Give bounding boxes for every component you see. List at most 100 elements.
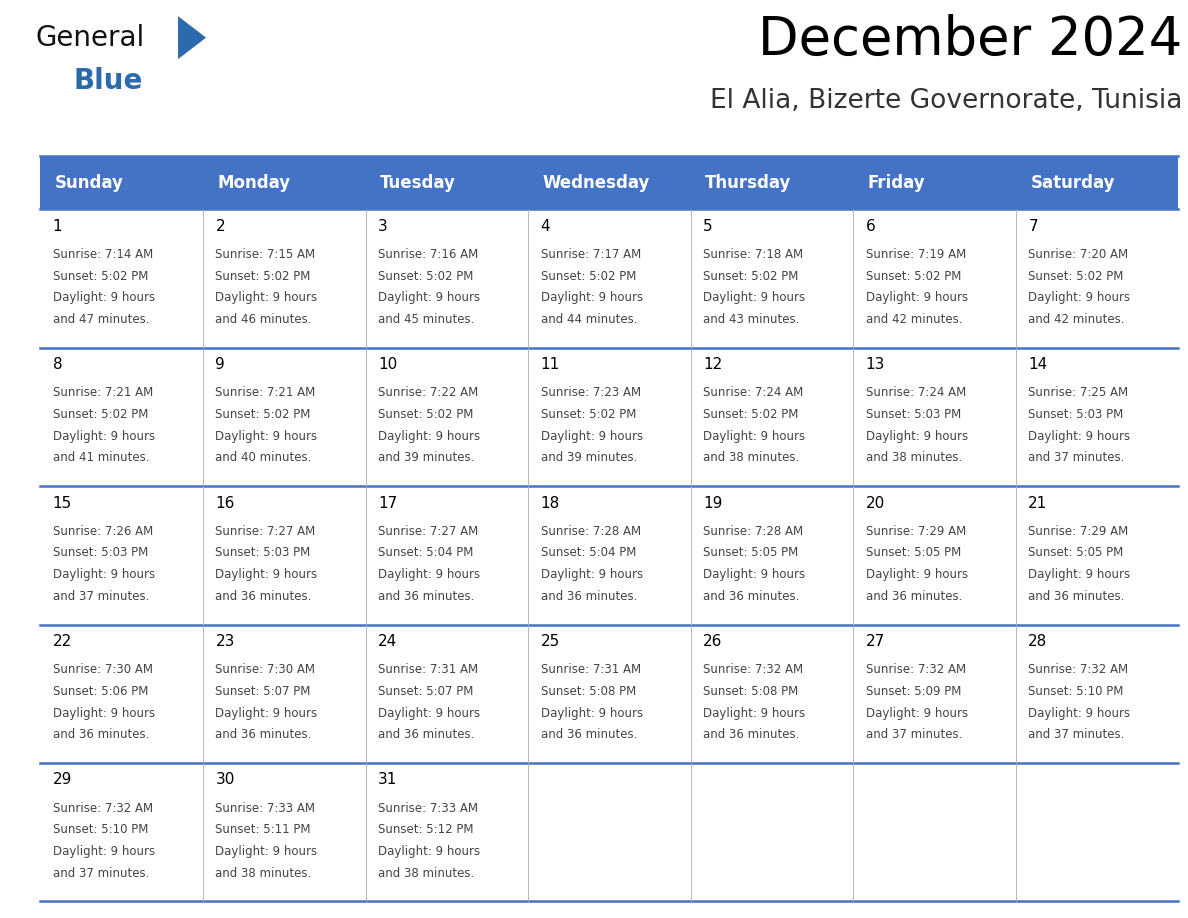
Text: 19: 19 [703, 496, 722, 510]
Text: and 36 minutes.: and 36 minutes. [866, 589, 962, 603]
Text: 2: 2 [215, 218, 225, 234]
Text: and 36 minutes.: and 36 minutes. [541, 589, 637, 603]
Text: Monday: Monday [217, 174, 291, 192]
Text: Daylight: 9 hours: Daylight: 9 hours [1029, 291, 1131, 304]
Text: and 44 minutes.: and 44 minutes. [541, 313, 637, 326]
Text: Sunset: 5:09 PM: Sunset: 5:09 PM [866, 685, 961, 698]
Text: 27: 27 [866, 634, 885, 649]
Text: Sunset: 5:06 PM: Sunset: 5:06 PM [52, 685, 148, 698]
Text: Sunset: 5:08 PM: Sunset: 5:08 PM [703, 685, 798, 698]
Text: Sunrise: 7:24 AM: Sunrise: 7:24 AM [703, 386, 803, 399]
Text: Sunrise: 7:27 AM: Sunrise: 7:27 AM [215, 525, 316, 538]
Text: Sunrise: 7:32 AM: Sunrise: 7:32 AM [1029, 663, 1129, 677]
Text: 9: 9 [215, 357, 226, 372]
Text: Sunday: Sunday [55, 174, 124, 192]
Text: Wednesday: Wednesday [543, 174, 650, 192]
Text: Daylight: 9 hours: Daylight: 9 hours [52, 568, 154, 581]
Text: Sunrise: 7:24 AM: Sunrise: 7:24 AM [866, 386, 966, 399]
Text: Daylight: 9 hours: Daylight: 9 hours [1029, 568, 1131, 581]
Text: and 42 minutes.: and 42 minutes. [1029, 313, 1125, 326]
Text: and 43 minutes.: and 43 minutes. [703, 313, 800, 326]
Text: Sunrise: 7:22 AM: Sunrise: 7:22 AM [378, 386, 479, 399]
Text: Sunrise: 7:28 AM: Sunrise: 7:28 AM [703, 525, 803, 538]
Text: 11: 11 [541, 357, 560, 372]
Text: Daylight: 9 hours: Daylight: 9 hours [215, 568, 317, 581]
Text: 22: 22 [52, 634, 72, 649]
Text: Daylight: 9 hours: Daylight: 9 hours [541, 430, 643, 442]
Text: Daylight: 9 hours: Daylight: 9 hours [541, 568, 643, 581]
Text: Sunset: 5:02 PM: Sunset: 5:02 PM [215, 408, 311, 421]
Text: and 36 minutes.: and 36 minutes. [703, 728, 800, 741]
Text: Daylight: 9 hours: Daylight: 9 hours [703, 707, 805, 720]
Text: and 36 minutes.: and 36 minutes. [378, 728, 474, 741]
Text: and 36 minutes.: and 36 minutes. [215, 728, 311, 741]
Text: 18: 18 [541, 496, 560, 510]
Text: Daylight: 9 hours: Daylight: 9 hours [52, 845, 154, 858]
Text: Daylight: 9 hours: Daylight: 9 hours [378, 568, 480, 581]
Text: Sunrise: 7:31 AM: Sunrise: 7:31 AM [378, 663, 478, 677]
Text: Sunrise: 7:29 AM: Sunrise: 7:29 AM [1029, 525, 1129, 538]
Text: Sunset: 5:03 PM: Sunset: 5:03 PM [215, 546, 310, 559]
Text: Sunrise: 7:32 AM: Sunrise: 7:32 AM [866, 663, 966, 677]
Text: 4: 4 [541, 218, 550, 234]
Text: General: General [36, 24, 145, 52]
Text: Sunrise: 7:33 AM: Sunrise: 7:33 AM [378, 801, 478, 814]
Text: and 37 minutes.: and 37 minutes. [866, 728, 962, 741]
Text: Sunset: 5:03 PM: Sunset: 5:03 PM [866, 408, 961, 421]
Text: Daylight: 9 hours: Daylight: 9 hours [378, 845, 480, 858]
Text: Sunset: 5:07 PM: Sunset: 5:07 PM [378, 685, 473, 698]
Text: Sunrise: 7:33 AM: Sunrise: 7:33 AM [215, 801, 315, 814]
Text: Sunset: 5:10 PM: Sunset: 5:10 PM [1029, 685, 1124, 698]
Text: Sunset: 5:02 PM: Sunset: 5:02 PM [215, 270, 311, 283]
Text: Saturday: Saturday [1030, 174, 1114, 192]
Text: Sunset: 5:02 PM: Sunset: 5:02 PM [541, 270, 636, 283]
Polygon shape [178, 17, 207, 59]
Text: Daylight: 9 hours: Daylight: 9 hours [378, 291, 480, 304]
Text: Daylight: 9 hours: Daylight: 9 hours [541, 291, 643, 304]
Text: and 39 minutes.: and 39 minutes. [541, 452, 637, 465]
Text: Sunset: 5:04 PM: Sunset: 5:04 PM [541, 546, 636, 559]
Text: 29: 29 [52, 772, 72, 788]
Text: Sunrise: 7:30 AM: Sunrise: 7:30 AM [52, 663, 153, 677]
Text: Daylight: 9 hours: Daylight: 9 hours [866, 430, 968, 442]
Text: Sunrise: 7:32 AM: Sunrise: 7:32 AM [703, 663, 803, 677]
Text: 28: 28 [1029, 634, 1048, 649]
Text: 26: 26 [703, 634, 722, 649]
Text: Sunrise: 7:30 AM: Sunrise: 7:30 AM [215, 663, 315, 677]
Text: Sunrise: 7:21 AM: Sunrise: 7:21 AM [52, 386, 153, 399]
Text: 20: 20 [866, 496, 885, 510]
Text: Friday: Friday [867, 174, 925, 192]
Text: Daylight: 9 hours: Daylight: 9 hours [541, 707, 643, 720]
Text: 1: 1 [52, 218, 63, 234]
Text: 13: 13 [866, 357, 885, 372]
Text: 6: 6 [866, 218, 876, 234]
Text: Sunset: 5:12 PM: Sunset: 5:12 PM [378, 823, 474, 836]
Text: Sunrise: 7:23 AM: Sunrise: 7:23 AM [541, 386, 640, 399]
Text: Sunrise: 7:21 AM: Sunrise: 7:21 AM [215, 386, 316, 399]
Text: Sunset: 5:10 PM: Sunset: 5:10 PM [52, 823, 148, 836]
Text: 8: 8 [52, 357, 63, 372]
Text: 31: 31 [378, 772, 397, 788]
Text: Sunset: 5:05 PM: Sunset: 5:05 PM [1029, 546, 1124, 559]
Text: Daylight: 9 hours: Daylight: 9 hours [215, 291, 317, 304]
Text: Sunrise: 7:27 AM: Sunrise: 7:27 AM [378, 525, 479, 538]
Text: Sunrise: 7:31 AM: Sunrise: 7:31 AM [541, 663, 640, 677]
Text: Thursday: Thursday [706, 174, 791, 192]
Text: and 37 minutes.: and 37 minutes. [52, 867, 150, 879]
Text: and 40 minutes.: and 40 minutes. [215, 452, 311, 465]
Text: Sunset: 5:03 PM: Sunset: 5:03 PM [52, 546, 148, 559]
Text: Daylight: 9 hours: Daylight: 9 hours [866, 568, 968, 581]
Text: and 37 minutes.: and 37 minutes. [1029, 728, 1125, 741]
Text: 24: 24 [378, 634, 397, 649]
Text: and 37 minutes.: and 37 minutes. [1029, 452, 1125, 465]
Text: Sunrise: 7:14 AM: Sunrise: 7:14 AM [52, 248, 153, 261]
Text: and 36 minutes.: and 36 minutes. [378, 589, 474, 603]
Text: Sunrise: 7:25 AM: Sunrise: 7:25 AM [1029, 386, 1129, 399]
Text: December 2024: December 2024 [758, 14, 1182, 66]
Text: Sunset: 5:05 PM: Sunset: 5:05 PM [866, 546, 961, 559]
Text: Sunset: 5:03 PM: Sunset: 5:03 PM [1029, 408, 1124, 421]
Text: Sunset: 5:04 PM: Sunset: 5:04 PM [378, 546, 473, 559]
Text: Daylight: 9 hours: Daylight: 9 hours [1029, 430, 1131, 442]
Text: Blue: Blue [72, 67, 143, 95]
Text: Sunrise: 7:29 AM: Sunrise: 7:29 AM [866, 525, 966, 538]
